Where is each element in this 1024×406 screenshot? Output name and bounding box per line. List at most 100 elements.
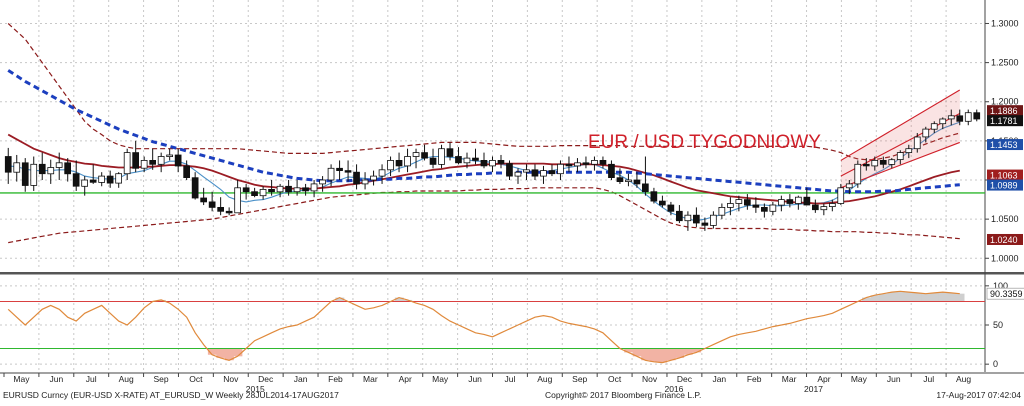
- candle: [183, 160, 190, 180]
- price-label: 1.1063: [987, 169, 1023, 181]
- candle-body: [387, 159, 394, 171]
- candle-body: [565, 163, 573, 167]
- price-label-bg: [987, 169, 1023, 181]
- candle: [489, 156, 496, 173]
- candle: [276, 183, 284, 198]
- candle: [947, 109, 955, 126]
- month-label: Mar: [363, 374, 378, 384]
- candle: [718, 203, 726, 220]
- y-tick-label: 1.2000: [991, 97, 1019, 107]
- candle-body: [319, 179, 326, 185]
- candle-body: [837, 187, 845, 204]
- candle: [871, 156, 879, 171]
- month-label: Feb: [328, 374, 343, 384]
- price-label: 1.1886: [987, 105, 1023, 117]
- price-label: 1.1781: [987, 115, 1023, 127]
- osc-oversold-fill: [683, 348, 693, 355]
- year-label: 2016: [664, 384, 683, 394]
- osc-tick-label: 0: [993, 359, 998, 369]
- footer-timestamp: 17-Aug-2017 07:42:04: [936, 390, 1021, 400]
- osc-oversold-fill: [233, 348, 243, 357]
- bollinger-bands: [7, 23, 960, 244]
- candle-body: [455, 156, 462, 164]
- candle-body: [293, 187, 301, 193]
- osc-overbought-fill: [394, 297, 404, 302]
- candle-body: [761, 206, 768, 212]
- candle: [259, 186, 267, 200]
- candle-body: [378, 169, 386, 177]
- candle-body: [4, 156, 12, 173]
- candle: [514, 168, 522, 184]
- osc-oversold-fill: [675, 348, 685, 358]
- candle-body: [438, 148, 445, 165]
- candle: [302, 183, 309, 196]
- candle: [956, 109, 964, 126]
- price-label-bg: [987, 179, 1023, 191]
- candle-body: [208, 201, 216, 208]
- candle-body: [268, 188, 275, 193]
- price-label-text: 1.0240: [990, 235, 1018, 245]
- month-label: Jan: [294, 374, 308, 384]
- candle: [820, 203, 828, 216]
- candle-body: [930, 123, 938, 130]
- osc-oversold-fill: [632, 348, 642, 357]
- price-label-text: 1.0989: [990, 181, 1018, 191]
- candle: [625, 173, 632, 187]
- footer-copyright: Copyright© 2017 Bloomberg Finance L.P.: [545, 390, 701, 400]
- price-label-text: 1.1453: [990, 140, 1018, 150]
- candle-body: [429, 157, 437, 165]
- candle-body: [701, 222, 709, 226]
- month-label: May: [851, 374, 868, 384]
- candle: [650, 187, 658, 204]
- channel-fill: [840, 90, 960, 188]
- candle: [98, 172, 105, 187]
- candle-body: [183, 165, 190, 178]
- price-label-text: 1.1781: [990, 116, 1018, 126]
- price-label: 1.1453: [987, 139, 1023, 151]
- osc-overbought-fill: [913, 292, 923, 302]
- candle: [404, 148, 411, 173]
- osc-oversold-fill: [641, 348, 651, 361]
- candle-body: [871, 159, 879, 167]
- month-label: Oct: [608, 374, 622, 384]
- candle: [472, 148, 479, 165]
- sma-slow-line: [7, 69, 960, 194]
- candle: [531, 164, 539, 180]
- candle-body: [608, 163, 615, 179]
- bollinger-upper-line: [7, 23, 960, 161]
- candle: [140, 156, 148, 173]
- candle-body: [718, 206, 726, 216]
- candle-body: [599, 159, 607, 165]
- candle-body: [497, 159, 505, 164]
- candle-body: [939, 118, 947, 125]
- candle-body: [21, 162, 29, 186]
- month-label: Apr: [399, 374, 412, 384]
- candle: [913, 133, 921, 153]
- candle: [446, 142, 454, 161]
- candle-body: [463, 157, 471, 164]
- candle-body: [13, 162, 21, 173]
- candle: [191, 172, 199, 200]
- osc-value-label: 90.3359: [990, 289, 1023, 299]
- candle-body: [166, 154, 173, 158]
- candle: [642, 156, 649, 196]
- month-label: Nov: [642, 374, 658, 384]
- candle-body: [81, 179, 88, 187]
- candle-body: [964, 112, 972, 122]
- candle-body: [540, 170, 547, 177]
- candle-body: [302, 187, 309, 192]
- candle: [378, 164, 386, 184]
- candle-body: [778, 199, 785, 206]
- candle-body: [625, 179, 632, 183]
- candle: [854, 160, 862, 188]
- month-label: May: [13, 374, 30, 384]
- candle: [387, 156, 394, 177]
- osc-value-box: [986, 287, 1024, 300]
- candle-body: [829, 203, 836, 207]
- candle: [242, 183, 250, 200]
- osc-oversold-fill: [666, 348, 676, 361]
- candle: [285, 180, 292, 196]
- candle-body: [234, 187, 241, 214]
